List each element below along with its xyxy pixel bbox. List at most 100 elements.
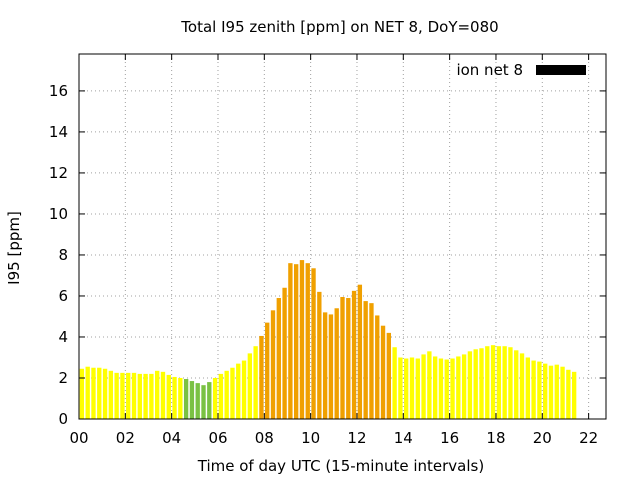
bar [195, 383, 200, 419]
plot-frame [78, 53, 607, 420]
legend-label: ion net 8 [456, 61, 523, 79]
y-tick-label: 6 [58, 287, 68, 305]
x-tick-label: 08 [255, 429, 274, 447]
bar [79, 368, 85, 419]
bar [276, 298, 281, 419]
bar [479, 348, 484, 419]
bar [293, 264, 299, 419]
bar [351, 290, 357, 419]
x-tick-label: 14 [394, 429, 413, 447]
bar [514, 350, 519, 419]
bar [346, 298, 351, 419]
x-tick-label: 12 [347, 429, 366, 447]
legend-swatch [536, 65, 586, 75]
y-tick-label: 10 [49, 205, 68, 223]
bar [108, 370, 114, 419]
bar [212, 377, 218, 419]
bar [189, 381, 195, 419]
bar [299, 260, 305, 419]
x-tick-label: 02 [116, 429, 135, 447]
bar [427, 351, 432, 419]
bar [236, 363, 241, 419]
bar [131, 372, 137, 419]
x-tick-label: 16 [440, 429, 459, 447]
bar [85, 366, 90, 419]
y-tick-label: 14 [49, 123, 68, 141]
bar [508, 347, 513, 419]
bar [398, 357, 403, 419]
bar [288, 263, 293, 419]
bar [450, 358, 455, 419]
bar [363, 301, 368, 419]
bar [311, 268, 316, 419]
y-tick-label: 0 [58, 410, 68, 428]
x-tick-label: 18 [486, 429, 505, 447]
bar [126, 372, 131, 419]
bar [328, 314, 334, 419]
bar [566, 369, 571, 419]
bar [473, 349, 478, 419]
bar [444, 359, 449, 419]
bar [91, 367, 96, 419]
bar [305, 263, 310, 419]
bar [166, 374, 171, 419]
bar [560, 366, 565, 419]
bar [265, 322, 270, 419]
bar [183, 379, 189, 419]
x-tick-label: 20 [533, 429, 552, 447]
bar [531, 360, 536, 419]
bar [120, 372, 125, 419]
bar [259, 335, 264, 419]
y-tick-label: 8 [58, 246, 68, 264]
bar [178, 377, 183, 419]
bar [432, 356, 438, 419]
x-tick-label: 10 [301, 429, 320, 447]
y-tick-label: 2 [58, 369, 68, 387]
bar [253, 346, 258, 419]
bar [421, 354, 426, 419]
bar [461, 354, 467, 419]
bar [438, 358, 444, 419]
bar [322, 312, 328, 419]
bar [247, 353, 253, 419]
bar [502, 346, 507, 419]
bar [456, 356, 461, 419]
bar [137, 373, 142, 419]
bar [357, 284, 363, 419]
y-tick-label: 16 [49, 82, 68, 100]
bar [149, 373, 154, 419]
bar [409, 357, 415, 419]
bar [340, 296, 345, 419]
bar [224, 370, 229, 419]
bar [172, 376, 177, 419]
bar [404, 358, 409, 419]
bar [102, 368, 108, 419]
bar [519, 353, 525, 419]
x-tick-label: 04 [162, 429, 181, 447]
bar [270, 310, 276, 419]
bar [317, 291, 322, 419]
y-tick-label: 4 [58, 328, 68, 346]
bar [282, 287, 287, 419]
bar [230, 367, 235, 419]
x-tick-label: 00 [69, 429, 88, 447]
bar [415, 358, 420, 419]
x-axis-label: Time of day UTC (15-minute intervals) [197, 457, 484, 475]
bar [554, 364, 559, 419]
x-tick-label: 06 [208, 429, 227, 447]
bar [485, 346, 490, 419]
bar [392, 347, 397, 419]
bar [143, 373, 148, 419]
bar [386, 332, 392, 419]
bar [201, 385, 206, 419]
y-tick-label: 12 [49, 164, 68, 182]
chart-title: Total I95 zenith [ppm] on NET 8, DoY=080 [180, 18, 498, 36]
bar [571, 371, 577, 419]
bar [380, 325, 386, 419]
grid [79, 54, 606, 419]
bar [490, 345, 496, 419]
bar [369, 303, 374, 419]
bar [334, 308, 339, 419]
bar [548, 365, 554, 419]
